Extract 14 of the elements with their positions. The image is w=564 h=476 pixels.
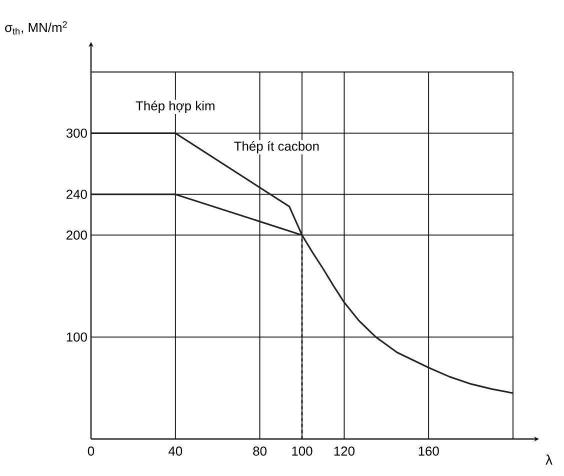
x-tick-label: 100 [292,446,312,456]
y-tick-label: 300 [66,128,87,138]
x-axis-title: λ [546,454,552,465]
x-tick-label: 0 [88,446,94,456]
x-tick-label: 40 [168,446,182,456]
y-axis-title: σ$_{th}$, MN/m$^{2}$ [5,21,67,34]
annotation: Thép hợp kim [136,100,214,113]
y-tick-label: 240 [66,190,87,199]
y-tick-label: 200 [66,230,87,240]
x-tick-label: 80 [253,446,266,456]
annotation: Thép ít cacbon [234,141,319,154]
y-tick-label: 100 [66,332,87,342]
x-tick-label: 160 [418,446,439,456]
x-tick-label: 120 [334,446,354,456]
